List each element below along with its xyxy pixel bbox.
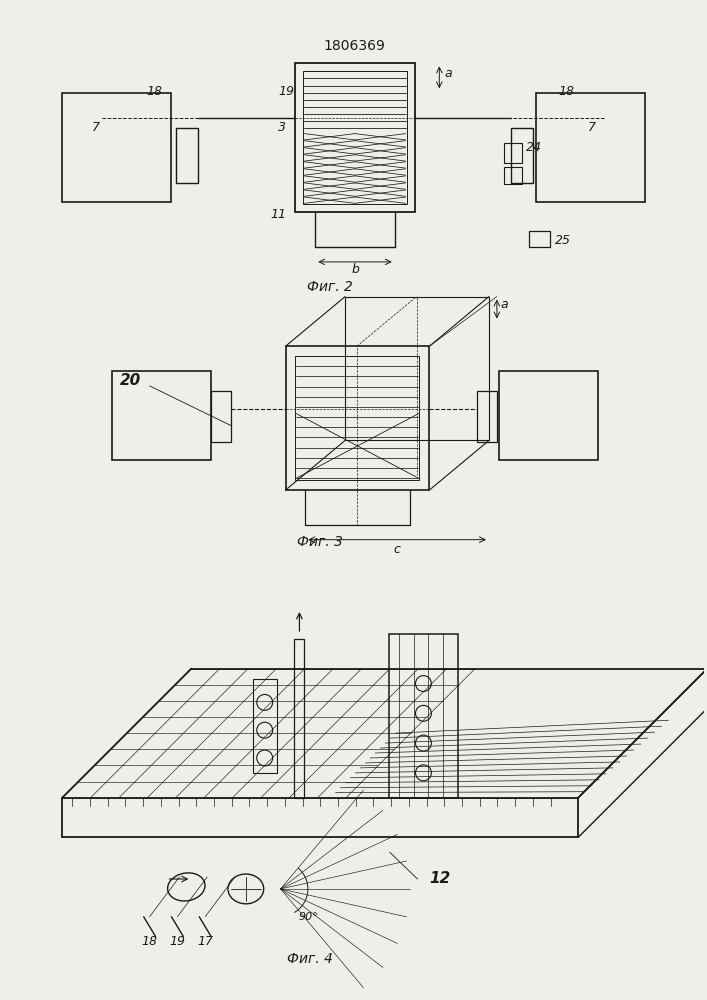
Bar	[303, 71, 407, 204]
Text: 25: 25	[556, 234, 571, 247]
Text: c: c	[393, 543, 400, 556]
Text: Фиг. 3: Фиг. 3	[298, 535, 343, 549]
Bar	[477, 391, 497, 442]
Text: a: a	[444, 67, 452, 80]
Text: 19: 19	[170, 935, 185, 948]
Text: 12: 12	[429, 871, 450, 886]
Text: 7: 7	[588, 121, 596, 134]
Text: 20: 20	[120, 373, 141, 388]
Text: 1806369: 1806369	[323, 39, 385, 53]
Bar	[296, 63, 414, 212]
Text: 17: 17	[197, 935, 214, 948]
Text: 19: 19	[279, 85, 295, 98]
Bar	[253, 679, 276, 773]
Text: Фиг. 4: Фиг. 4	[288, 952, 333, 966]
Bar	[529, 231, 551, 247]
Bar	[286, 346, 429, 490]
Text: 18: 18	[559, 85, 574, 98]
Text: 3: 3	[278, 121, 286, 134]
Bar	[536, 93, 645, 202]
Bar	[295, 639, 305, 798]
Bar	[504, 167, 522, 184]
Text: 24: 24	[525, 141, 542, 154]
Bar	[177, 128, 198, 183]
Text: 18: 18	[146, 85, 163, 98]
Text: a: a	[501, 298, 508, 311]
Text: 7: 7	[92, 121, 100, 134]
Bar	[62, 93, 171, 202]
Bar	[112, 371, 211, 460]
Text: 18: 18	[141, 935, 158, 948]
Bar	[510, 128, 532, 183]
Text: b: b	[351, 263, 359, 276]
Bar	[211, 391, 231, 442]
Bar	[504, 143, 522, 163]
Bar	[389, 634, 458, 798]
Text: Фиг. 2: Фиг. 2	[308, 280, 353, 294]
Bar	[499, 371, 598, 460]
Bar	[296, 356, 419, 480]
Text: 11: 11	[271, 208, 286, 221]
Bar	[345, 297, 489, 440]
Text: 90°: 90°	[298, 912, 318, 922]
